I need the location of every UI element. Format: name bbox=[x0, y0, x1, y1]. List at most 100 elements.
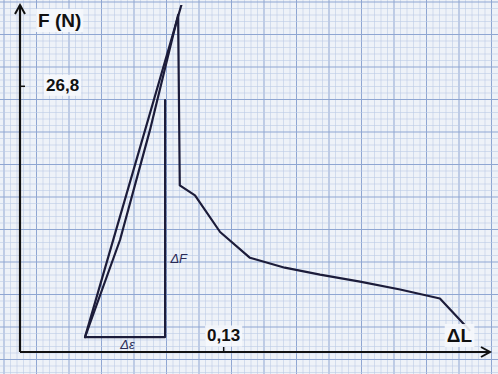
paper-line bbox=[0, 216, 498, 217]
y-tick-label-patch bbox=[44, 75, 81, 96]
paper-line bbox=[407, 0, 408, 374]
paper-line bbox=[303, 0, 304, 374]
x-axis-title: ΔL bbox=[447, 325, 473, 346]
annotation: ΔF bbox=[169, 251, 188, 266]
paper-line bbox=[205, 0, 206, 374]
paper-line bbox=[0, 132, 498, 133]
paper-line bbox=[0, 125, 498, 126]
paper-line bbox=[0, 106, 498, 107]
paper-line bbox=[192, 0, 193, 374]
paper-line bbox=[0, 320, 498, 321]
paper-line bbox=[140, 0, 141, 374]
paper-line bbox=[0, 145, 498, 146]
curve bbox=[85, 5, 181, 337]
paper-line bbox=[0, 210, 498, 211]
paper-line bbox=[75, 0, 76, 374]
paper-line bbox=[147, 0, 148, 374]
paper-line bbox=[0, 262, 498, 263]
paper-line bbox=[0, 171, 498, 172]
x-tick bbox=[223, 347, 225, 352]
paper-line bbox=[433, 0, 434, 374]
paper-line bbox=[316, 0, 317, 374]
paper-line bbox=[231, 0, 232, 374]
paper-line bbox=[452, 0, 453, 374]
axes bbox=[15, 5, 490, 357]
paper-line bbox=[0, 275, 498, 276]
paper-line bbox=[439, 0, 440, 374]
paper-line bbox=[0, 366, 498, 367]
paper-line bbox=[0, 41, 498, 42]
paper-grid bbox=[0, 0, 498, 374]
paper-line bbox=[0, 333, 498, 334]
paper-line bbox=[465, 0, 466, 374]
y-tick bbox=[20, 86, 25, 88]
paper-line bbox=[0, 190, 498, 191]
y-axis-title: F (N) bbox=[38, 10, 81, 31]
data-group bbox=[85, 5, 470, 337]
curve bbox=[85, 15, 470, 337]
chart: 0,1326,8F (N)ΔLΔFΔε bbox=[0, 0, 498, 374]
paper-line bbox=[0, 2, 498, 3]
paper-line bbox=[49, 0, 50, 374]
y-axis-title-patch bbox=[36, 9, 83, 32]
paper-line bbox=[277, 0, 278, 374]
paper-line bbox=[0, 340, 498, 341]
paper-line bbox=[238, 0, 239, 374]
paper-line bbox=[0, 8, 498, 9]
paper-line bbox=[82, 0, 83, 374]
paper-line bbox=[10, 0, 11, 374]
paper-line bbox=[394, 0, 395, 374]
paper-line bbox=[0, 197, 498, 198]
paper-line bbox=[173, 0, 174, 374]
paper-line bbox=[329, 0, 330, 374]
paper-line bbox=[0, 47, 498, 48]
paper-line bbox=[342, 0, 343, 374]
paper-line bbox=[0, 301, 498, 302]
paper-line bbox=[0, 67, 498, 68]
paper-line bbox=[0, 288, 498, 289]
paper-line bbox=[0, 184, 498, 185]
paper-line bbox=[0, 307, 498, 308]
x-tick-label: 0,13 bbox=[207, 326, 240, 345]
paper-line bbox=[0, 223, 498, 224]
paper-line bbox=[413, 0, 414, 374]
paper-line bbox=[257, 0, 258, 374]
paper-line bbox=[335, 0, 336, 374]
paper-line bbox=[290, 0, 291, 374]
paper-line bbox=[0, 164, 498, 165]
x-axis bbox=[20, 351, 490, 353]
paper-line bbox=[69, 0, 70, 374]
paper-line bbox=[153, 0, 154, 374]
paper-line bbox=[296, 0, 297, 374]
paper-line bbox=[101, 0, 102, 374]
paper-line bbox=[381, 0, 382, 374]
paper-line bbox=[368, 0, 369, 374]
paper-line bbox=[0, 203, 498, 204]
paper-line bbox=[264, 0, 265, 374]
paper-line bbox=[0, 327, 498, 328]
y-arrow bbox=[15, 5, 25, 14]
paper-line bbox=[4, 0, 5, 374]
x-arrow bbox=[481, 347, 490, 357]
paper-line bbox=[212, 0, 213, 374]
paper-line bbox=[218, 0, 219, 374]
paper-line bbox=[485, 0, 486, 374]
x-tick-label-patch bbox=[205, 325, 242, 346]
paper-line bbox=[0, 314, 498, 315]
paper-line bbox=[62, 0, 63, 374]
paper-line bbox=[491, 0, 492, 374]
paper-line bbox=[0, 353, 498, 354]
paper-line bbox=[0, 60, 498, 61]
paper-line bbox=[108, 0, 109, 374]
paper-line bbox=[0, 99, 498, 100]
paper-line bbox=[225, 0, 226, 374]
paper-line bbox=[0, 229, 498, 230]
paper-line bbox=[160, 0, 161, 374]
paper-line bbox=[374, 0, 375, 374]
paper-line bbox=[0, 34, 498, 35]
curve bbox=[85, 100, 165, 337]
paper-line bbox=[0, 138, 498, 139]
paper-line bbox=[446, 0, 447, 374]
paper-line bbox=[186, 0, 187, 374]
paper-line bbox=[420, 0, 421, 374]
